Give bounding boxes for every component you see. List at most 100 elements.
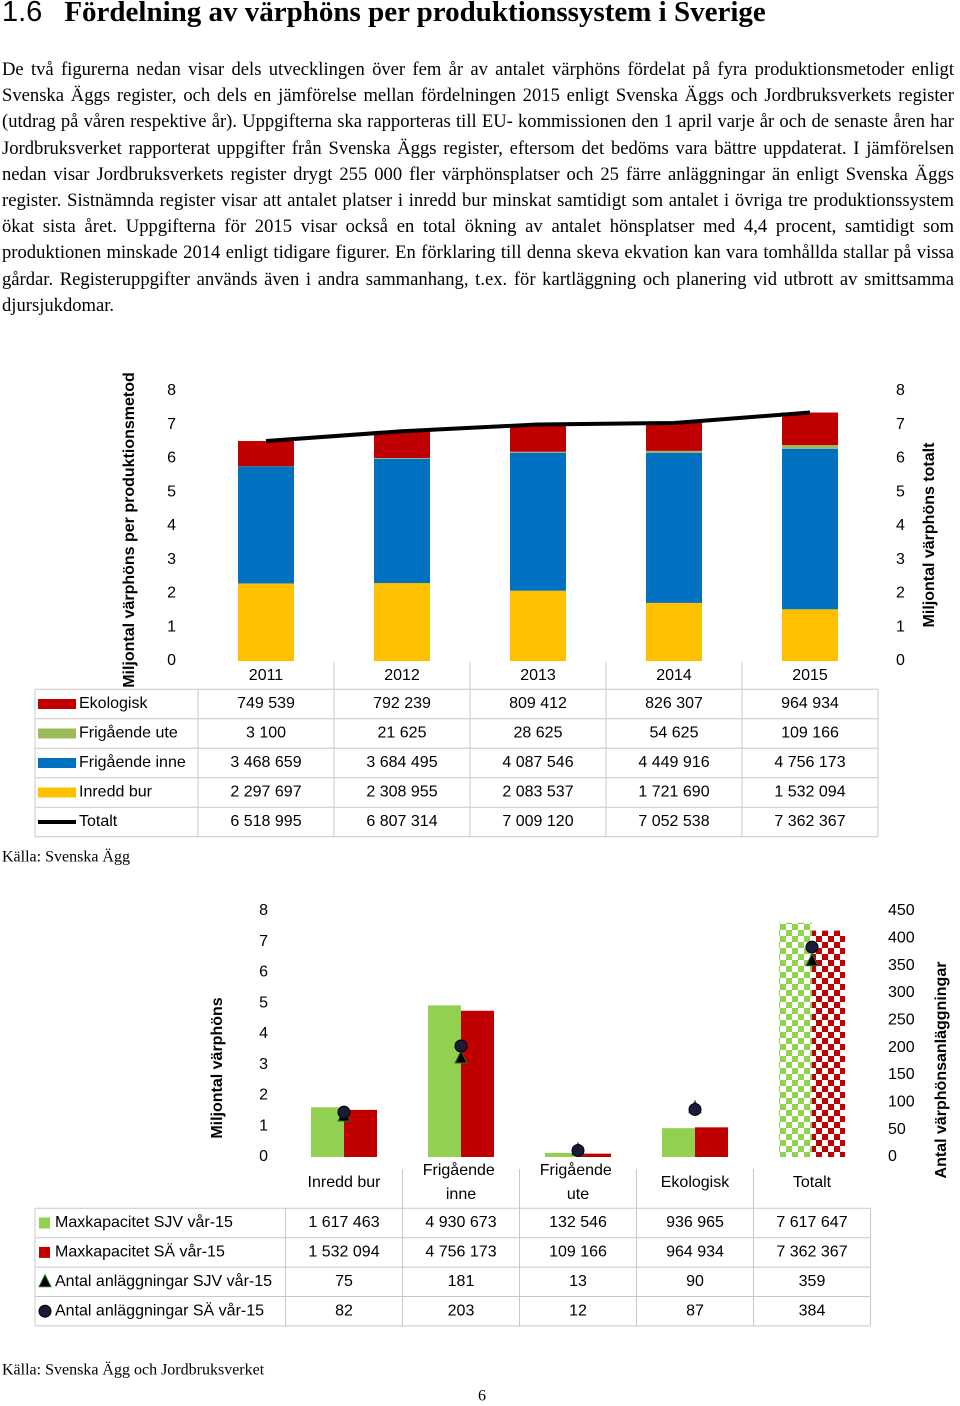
label-line: Frigående [540, 1161, 617, 1179]
legend-label: Frigående inne [79, 753, 186, 771]
y-tick-label: 6 [167, 450, 176, 467]
table-cell: 7 362 367 [774, 813, 845, 830]
x-tick-label: Inredd bur [308, 1174, 382, 1191]
y2-tick-label: 200 [888, 1039, 915, 1056]
x-tick-label: Frigående inne [423, 1161, 500, 1203]
bar-segment [510, 451, 566, 453]
x-tick-label: 2014 [656, 667, 692, 684]
table-cell: 7 009 120 [502, 813, 573, 830]
bar-segment [374, 431, 430, 458]
y-tick-label: 3 [259, 1056, 268, 1073]
paragraph: De två figurerna nedan visar dels utveck… [2, 59, 954, 316]
table-cell: 82 [335, 1302, 353, 1319]
table-cell: 203 [448, 1302, 475, 1319]
y-tick-label: 0 [259, 1148, 268, 1165]
marker [454, 1049, 468, 1064]
legend-label: Maxkapacitet SJV vår-15 [55, 1213, 233, 1231]
y2-tick-label: 6 [896, 450, 905, 467]
bar-segment [782, 609, 838, 661]
legend-key [38, 699, 76, 709]
y-tick-label: 6 [259, 964, 268, 981]
marker [571, 1143, 585, 1157]
y2-tick-label: 150 [888, 1066, 915, 1083]
y2-tick-label: 2 [896, 585, 905, 602]
table-cell: 749 539 [237, 695, 295, 712]
heading: 1.6 Fördelning av värphöns per produktion… [2, 0, 766, 29]
y2-tick-label: 1 [896, 618, 905, 635]
bar-segment [510, 590, 566, 661]
legend-label: Maxkapacitet SÄ vår-15 [55, 1243, 225, 1261]
table-cell: 2 083 537 [502, 784, 573, 801]
x-tick-label: 2012 [384, 667, 420, 684]
y-tick-label: 5 [167, 483, 176, 500]
heading-title: Fördelning av värphöns per produktionssy… [64, 0, 766, 28]
y2-tick-label: 450 [888, 902, 915, 919]
table-cell: 2 308 955 [366, 784, 437, 801]
y2-tick-label: 100 [888, 1094, 915, 1111]
bar [779, 922, 812, 1157]
legend-label: Inredd bur [79, 784, 153, 801]
x-tick-label: 2011 [249, 667, 284, 684]
bar-segment [646, 422, 702, 451]
table-cell: 6 518 995 [230, 813, 301, 830]
bar-segment [782, 412, 838, 446]
bar-segment [374, 457, 430, 459]
table-cell: 3 468 659 [230, 754, 301, 771]
table-cell: 4 756 173 [774, 754, 845, 771]
bar-segment [510, 452, 566, 591]
table-cell: 181 [448, 1273, 475, 1290]
y-tick-label: 7 [259, 933, 268, 950]
y2-axis-title: Miljontal värphöns totalt [921, 442, 938, 628]
table-cell: 359 [799, 1273, 826, 1290]
bar-segment [646, 450, 702, 453]
table-cell: 792 239 [373, 695, 431, 712]
marker [38, 1304, 52, 1318]
y-tick-label: 4 [259, 1025, 268, 1042]
table-cell: 964 934 [666, 1244, 724, 1261]
legend-key [38, 758, 76, 768]
bar-segment [238, 583, 294, 661]
table-cell: 3 684 495 [366, 754, 437, 771]
bar [344, 1109, 377, 1157]
y2-tick-label: 0 [896, 652, 905, 669]
page-number: 6 [478, 1388, 486, 1405]
table-cell: 7 362 367 [776, 1244, 847, 1261]
y2-tick-label: 3 [896, 551, 905, 568]
marker [337, 1105, 351, 1119]
bar-segment [510, 424, 566, 452]
table-cell: 4 087 546 [502, 754, 573, 771]
y-tick-label: 1 [259, 1117, 268, 1134]
table-cell: 809 412 [509, 695, 567, 712]
legend-key [38, 787, 76, 798]
marker [805, 940, 819, 954]
y2-tick-label: 0 [888, 1148, 897, 1165]
table-cell: 3 100 [246, 725, 286, 742]
legend-label: Antal anläggningar SÄ vår-15 [55, 1301, 264, 1319]
table-cell: 109 166 [549, 1244, 607, 1261]
legend-key [39, 1217, 50, 1229]
label-line: inne [446, 1186, 476, 1203]
table-cell: 826 307 [645, 695, 703, 712]
table-cell: 7 052 538 [638, 813, 709, 830]
y-tick-label: 8 [167, 382, 176, 399]
y-tick-label: 1 [167, 618, 176, 635]
marker [454, 1039, 468, 1053]
x-tick-label: 2015 [792, 667, 828, 684]
y2-tick-label: 250 [888, 1012, 915, 1029]
source: Källa: Svenska Ägg [2, 848, 130, 866]
y-tick-label: 7 [167, 416, 176, 433]
x-tick-label: Totalt [793, 1174, 832, 1191]
table-cell: 54 625 [650, 725, 699, 742]
table-cell: 13 [569, 1273, 587, 1290]
table-cell: 4 756 173 [425, 1244, 496, 1261]
y2-tick-label: 50 [888, 1121, 906, 1138]
bar-segment [782, 448, 838, 610]
y-tick-label: 5 [259, 994, 268, 1011]
table-cell: 2 297 697 [230, 784, 301, 801]
total-line [265, 410, 811, 443]
y-tick-label: 8 [259, 902, 268, 919]
table-cell: 1 617 463 [308, 1214, 379, 1231]
marker [38, 1273, 52, 1288]
table-cell: 132 546 [549, 1214, 607, 1231]
legend-label: Antal anläggningar SJV vår-15 [55, 1272, 272, 1290]
